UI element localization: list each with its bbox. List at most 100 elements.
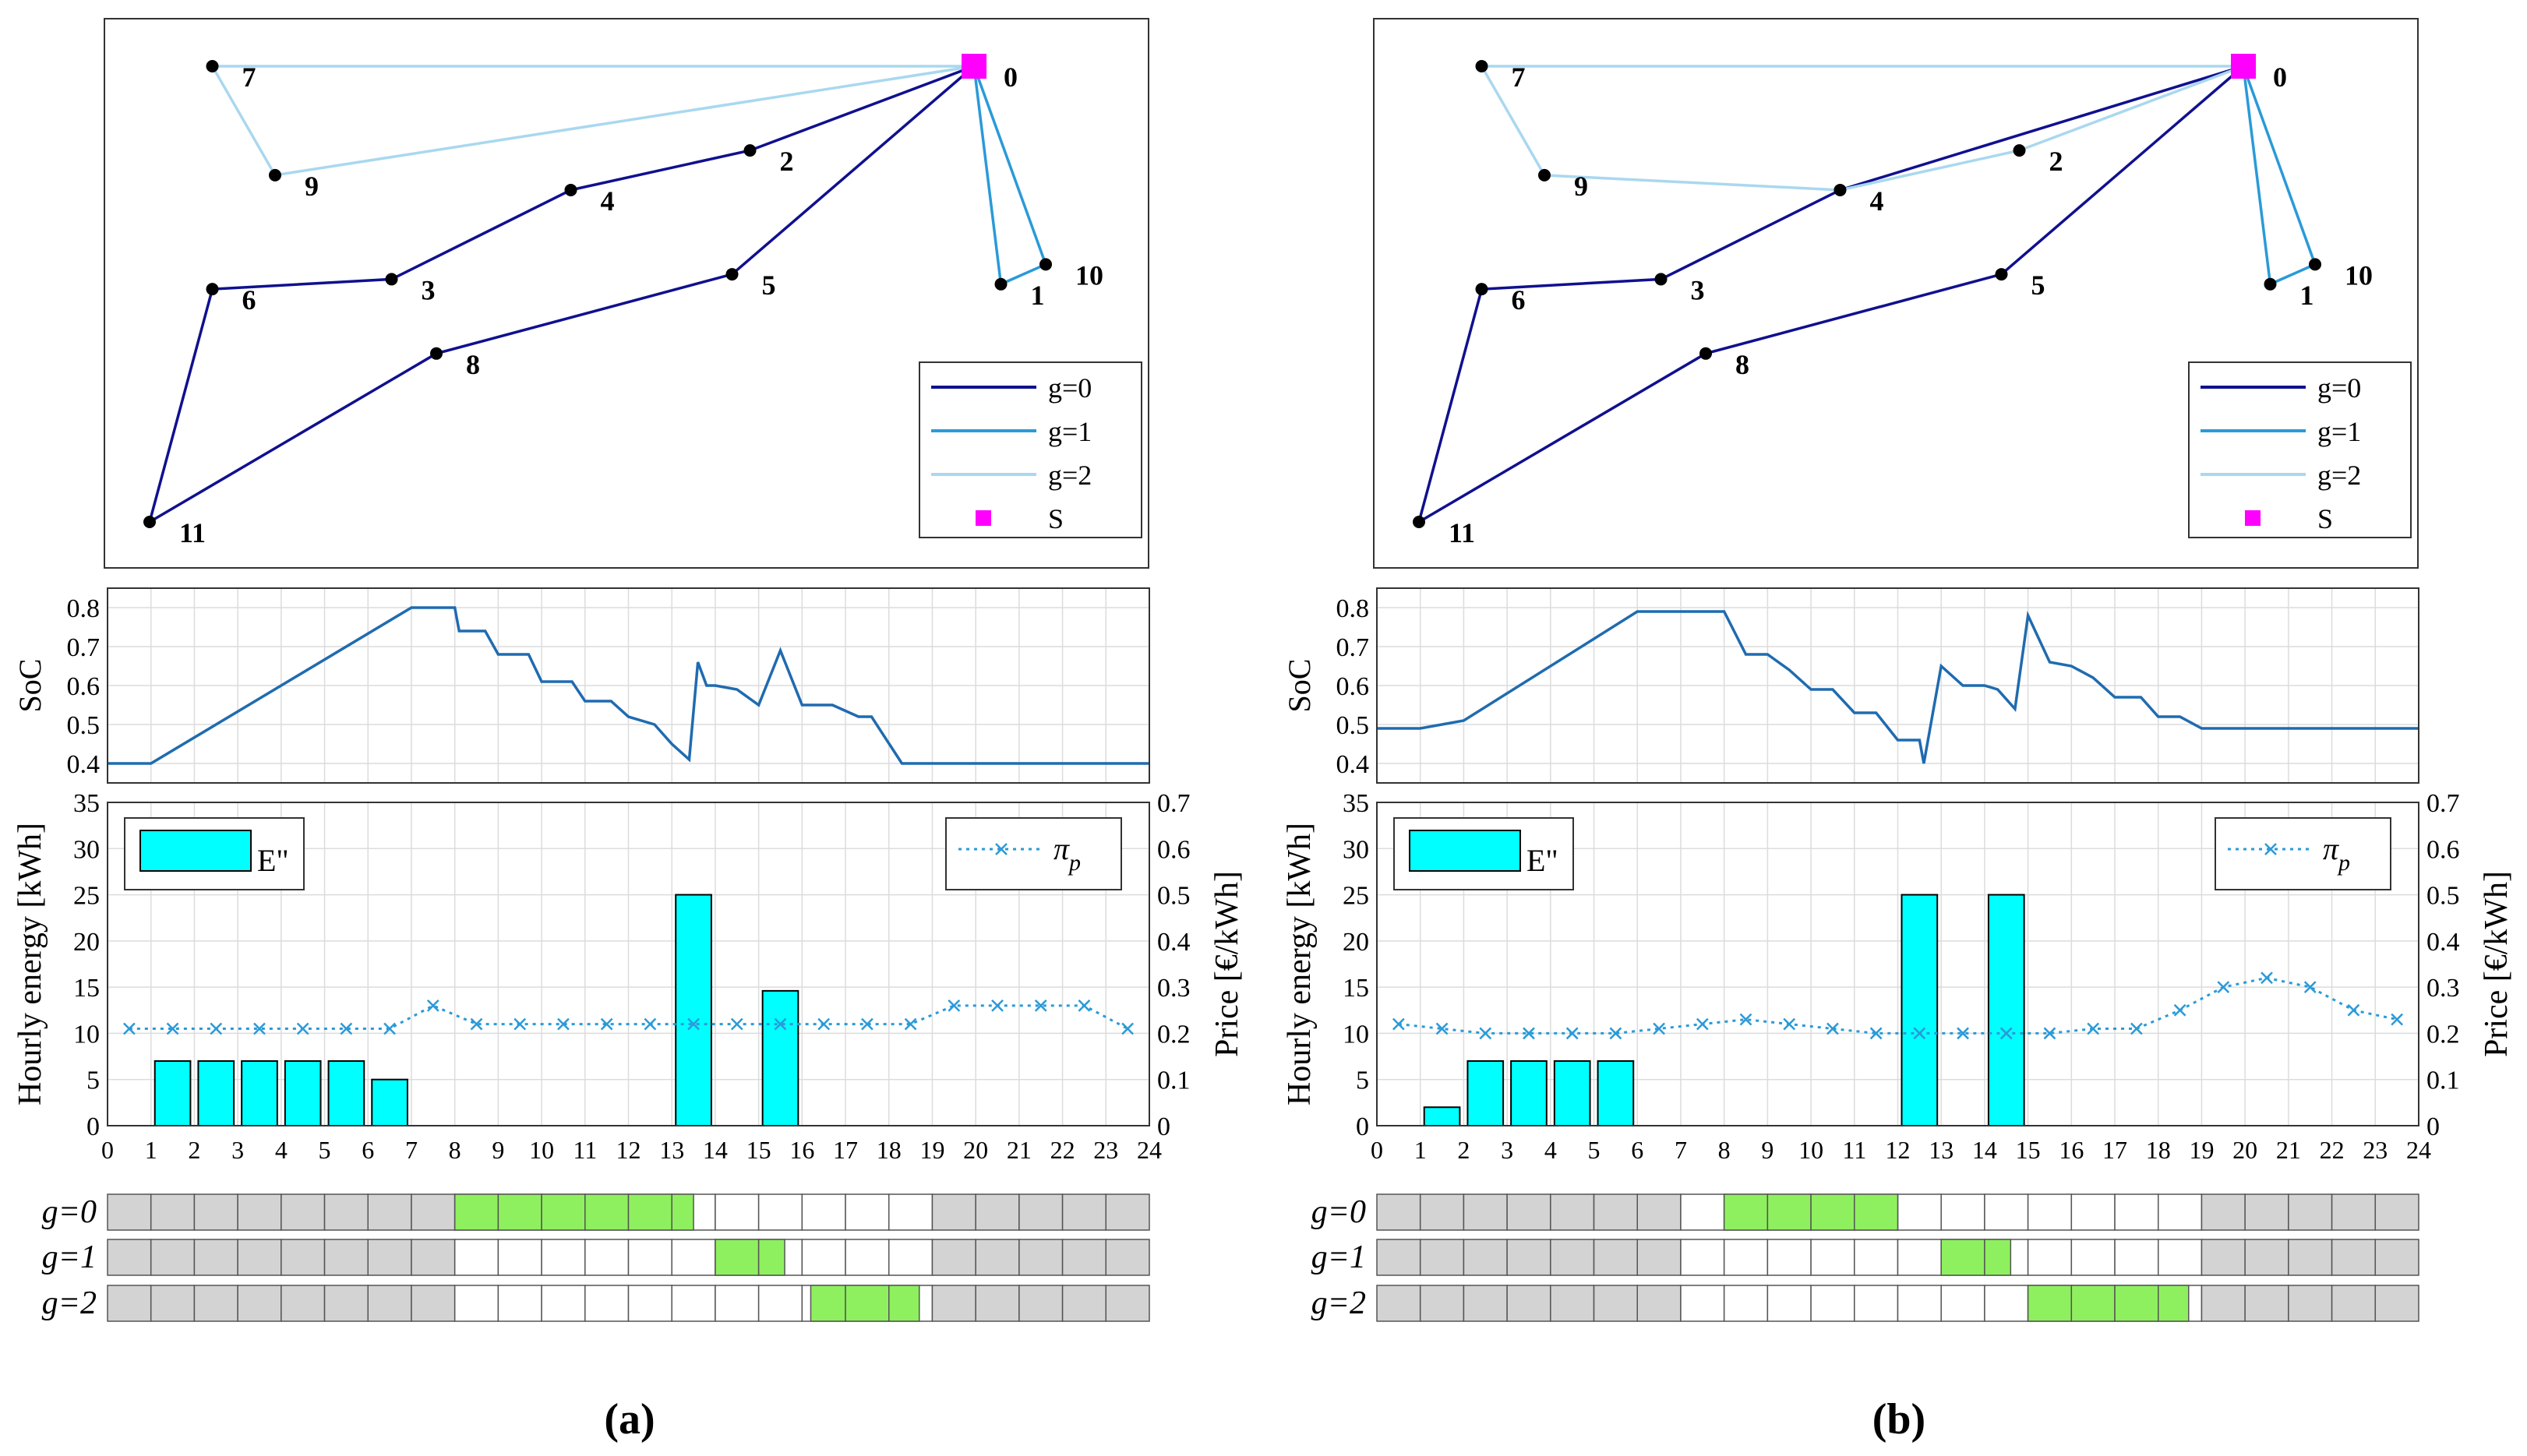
price-ytick: 0.5: [2426, 882, 2460, 911]
schedule-cell: [1766, 1285, 1812, 1322]
node-7: [1475, 60, 1488, 72]
price-ytick: 0.4: [1157, 928, 1191, 957]
node-label-9: 9: [1574, 171, 1588, 202]
schedule-cell: [888, 1239, 934, 1276]
schedule-cell: [1061, 1239, 1107, 1276]
node-label-3: 3: [422, 274, 436, 305]
price-point: [514, 1017, 527, 1031]
schedule-cell: [757, 1285, 803, 1322]
soc-ylabel: SoC: [12, 659, 48, 713]
schedule-cell: [1419, 1193, 1465, 1231]
energy-xtick: 13: [1929, 1136, 1953, 1164]
schedule-driving-cell: [1984, 1239, 2012, 1276]
node-11: [143, 516, 156, 528]
schedule-cell: [1766, 1239, 1812, 1276]
route-legend-box: [2188, 361, 2412, 538]
price-point: [1826, 1022, 1839, 1035]
energy-xtick: 19: [2189, 1136, 2214, 1164]
schedule-cell: [150, 1285, 196, 1322]
schedule-cell: [2331, 1285, 2377, 1322]
price-legend-marker: [2264, 843, 2277, 855]
price-point: [1479, 1027, 1492, 1040]
price-point: [861, 1017, 874, 1031]
schedule-cell: [2027, 1239, 2073, 1276]
schedule-cell: [497, 1239, 542, 1276]
schedule-driving-cell: [1854, 1193, 1899, 1231]
schedule-cell: [931, 1193, 976, 1231]
price-line: [129, 1004, 1128, 1030]
energy-xtick: 5: [1588, 1136, 1601, 1164]
depot-marker: [2231, 54, 2256, 79]
node-label-6: 6: [242, 284, 256, 316]
panel-label: (a): [604, 1395, 655, 1444]
price-ylabel: Price [€/kWh]: [2479, 871, 2515, 1057]
node-label-4: 4: [1870, 185, 1884, 217]
energy-frame-top: [107, 802, 1150, 1126]
legend-label-2: g=2: [2317, 460, 2361, 491]
schedule-cell: [454, 1285, 499, 1322]
schedule-row-label: g=2: [42, 1285, 97, 1321]
schedule-row-index: =1: [58, 1239, 97, 1275]
schedule-row-index: =2: [1328, 1285, 1366, 1321]
price-line: [1398, 976, 2398, 1035]
soc-ylabel: SoC: [1282, 659, 1317, 713]
energy-xtick: 20: [963, 1136, 988, 1164]
price-point: [1565, 1027, 1579, 1040]
price-point: [1696, 1017, 1709, 1031]
schedule-cell: [1680, 1239, 1725, 1276]
energy-xtick: 10: [529, 1136, 554, 1164]
schedule-driving-cell: [845, 1285, 890, 1322]
route-g1: [2242, 65, 2317, 287]
node-label-1: 1: [1031, 280, 1045, 311]
schedule-cell: [1105, 1285, 1150, 1322]
price-point: [730, 1017, 743, 1031]
energy-ytick: 5: [86, 1066, 100, 1095]
schedule-driving-cell: [2027, 1285, 2073, 1322]
price-point: [2391, 1013, 2404, 1026]
price-ytick: 0.7: [1157, 789, 1191, 818]
schedule-row-index: =0: [58, 1194, 97, 1230]
soc-ytick: 0.5: [67, 711, 101, 740]
price-point: [2347, 1003, 2360, 1017]
node-8: [430, 347, 443, 360]
node-label-7: 7: [1512, 62, 1526, 93]
price-point: [470, 1017, 483, 1031]
node-5: [725, 268, 739, 281]
schedule-driving-cell: [2070, 1285, 2116, 1322]
price-point: [1653, 1022, 1665, 1035]
energy-ylabel: Hourly energy [kWh]: [1282, 823, 1318, 1105]
schedule-driving-cell: [627, 1193, 672, 1231]
schedule-row-var: g: [1311, 1194, 1328, 1230]
energy-bar: [241, 1060, 278, 1126]
energy-xtick: 24: [2406, 1136, 2431, 1164]
schedule-cell: [2158, 1239, 2203, 1276]
schedule-cell: [584, 1285, 630, 1322]
energy-xtick: 0: [101, 1136, 114, 1164]
energy-xtick: 15: [746, 1136, 771, 1164]
price-ytick: 0: [1157, 1112, 1170, 1141]
depot-marker: [962, 54, 986, 79]
energy-xtick: 2: [1457, 1136, 1470, 1164]
legend-label-2: g=2: [1048, 460, 1092, 491]
schedule-driving-cell: [497, 1193, 542, 1231]
legend-depot-marker: [976, 510, 991, 526]
schedule-cell: [107, 1239, 152, 1276]
node-label-5: 5: [762, 270, 776, 301]
schedule-cell: [2288, 1239, 2333, 1276]
schedule-row-var: g: [42, 1194, 58, 1230]
price-point: [1392, 1017, 1405, 1031]
price-point: [383, 1022, 396, 1035]
schedule-cell: [454, 1239, 499, 1276]
energy-ytick: 5: [1356, 1066, 1369, 1095]
price-point: [557, 1017, 570, 1031]
energy-bar: [1901, 894, 1939, 1126]
legend-label-3: S: [1048, 503, 1064, 534]
schedule-cell: [975, 1239, 1020, 1276]
schedule-cell: [1984, 1193, 2029, 1231]
schedule-row-var: g: [1311, 1285, 1328, 1321]
price-point: [426, 999, 439, 1012]
price-point: [1121, 1022, 1135, 1035]
node-10: [2309, 258, 2321, 271]
